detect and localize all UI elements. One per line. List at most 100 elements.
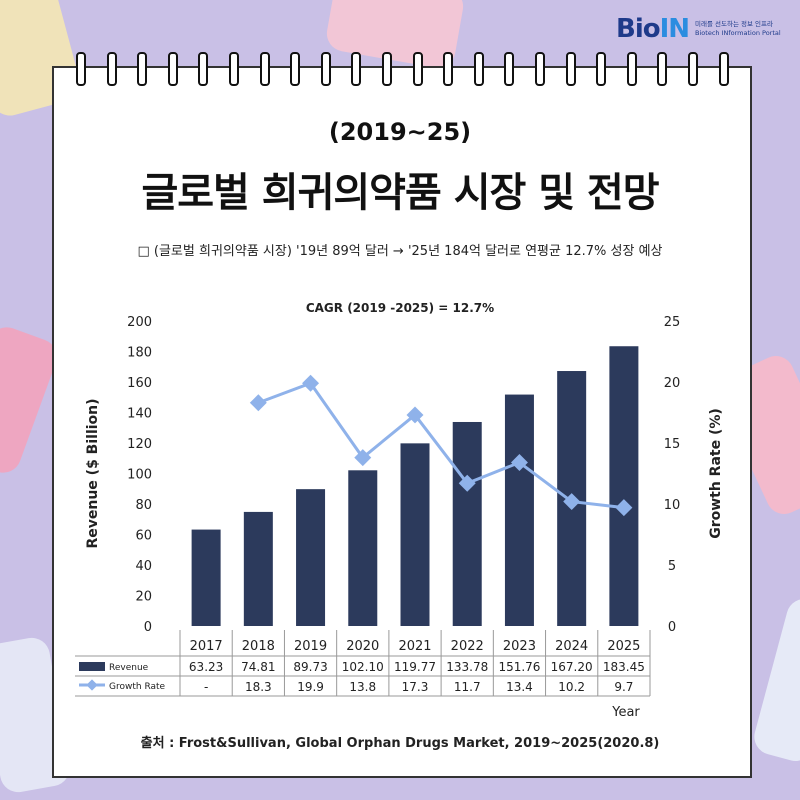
- binder-ring: [106, 52, 117, 86]
- page-subtitle: □ (글로벌 희귀의약품 시장) '19년 89억 달러 → '25년 184억…: [137, 244, 663, 259]
- revenue-bar: [400, 443, 430, 626]
- y-axis-tick-label: 140: [127, 407, 152, 422]
- growth-rate-point: [615, 499, 633, 517]
- x-axis-tick-label: 2020: [346, 639, 379, 654]
- y-axis-tick-label: 180: [127, 346, 152, 361]
- y-axis-tick-label: 40: [135, 559, 152, 574]
- binder-ring: [473, 52, 484, 86]
- y2-axis-tick-label: 5: [668, 559, 676, 574]
- y2-axis-tick-label: 20: [664, 376, 681, 391]
- growth-rate-point: [354, 449, 372, 467]
- growth-rate-data-label: 13.4: [506, 680, 533, 694]
- revenue-bar: [504, 394, 534, 626]
- revenue-data-label: 151.76: [498, 660, 540, 674]
- binder-ring: [596, 52, 607, 86]
- legend-growth-rate-label: Growth Rate: [109, 682, 166, 692]
- brand-logo-block: BioIN 미래를 선도하는 정보 인프라 Biotech INformatio…: [616, 14, 800, 44]
- brand-logo: BioIN: [616, 14, 690, 44]
- growth-rate-point: [302, 374, 320, 392]
- binder-ring: [290, 52, 301, 86]
- x-axis-tick-label: 2018: [242, 639, 275, 654]
- source-note: 출처 : Frost&Sullivan, Global Orphan Drugs…: [140, 736, 660, 751]
- x-axis-tick-label: 2019: [294, 639, 327, 654]
- y2-axis-tick-label: 15: [664, 437, 681, 452]
- growth-rate-data-label: 10.2: [558, 680, 585, 694]
- binder-ring: [259, 52, 270, 86]
- y2-axis-tick-label: 25: [664, 315, 681, 330]
- binder-ring: [535, 52, 545, 86]
- binder-ring: [351, 52, 362, 86]
- binder-ring: [504, 52, 515, 86]
- binder-ring: [137, 52, 148, 86]
- legend-revenue-swatch: [79, 662, 105, 671]
- revenue-bar: [452, 421, 482, 626]
- revenue-data-label: 183.45: [603, 660, 645, 674]
- x-axis-tick-label: 2023: [503, 639, 536, 654]
- binder-ring: [443, 52, 454, 86]
- y2-axis-tick-label: 0: [668, 620, 676, 635]
- binder-ring: [320, 52, 331, 86]
- growth-rate-data-label: 13.8: [349, 680, 376, 694]
- y2-axis-tick-label: 10: [664, 498, 681, 513]
- revenue-data-label: 74.81: [241, 660, 275, 674]
- binder-ring: [718, 52, 729, 86]
- growth-rate-data-label: 9.7: [614, 680, 633, 694]
- x-axis-tick-label: 2024: [555, 639, 588, 654]
- binder-ring: [382, 52, 392, 86]
- revenue-data-label: 119.77: [394, 660, 436, 674]
- revenue-bar: [609, 346, 639, 626]
- brand-logo-accent: IN: [659, 14, 690, 44]
- brand-tagline: 미래를 선도하는 정보 인프라 Biotech INformation Port…: [695, 20, 800, 38]
- revenue-bar: [191, 529, 221, 626]
- y-axis-tick-label: 120: [127, 437, 152, 452]
- y-axis-tick-label: 60: [135, 529, 152, 544]
- y-axis-label: Revenue ($ Billion): [85, 398, 101, 548]
- chart-title: CAGR (2019 -2025) = 12.7%: [306, 301, 494, 315]
- growth-rate-data-label: 18.3: [245, 680, 272, 694]
- growth-rate-data-label: -: [204, 680, 208, 694]
- binder-ring: [167, 52, 178, 86]
- growth-rate-data-label: 17.3: [402, 680, 429, 694]
- y-axis-tick-label: 200: [127, 315, 152, 330]
- x-axis-tick-label: 2021: [398, 639, 431, 654]
- binder-ring: [229, 52, 239, 86]
- revenue-data-label: 102.10: [342, 660, 384, 674]
- growth-rate-point: [249, 394, 267, 412]
- growth-rate-data-label: 19.9: [297, 680, 324, 694]
- revenue-data-label: 63.23: [189, 660, 223, 674]
- y-axis-tick-label: 80: [135, 498, 152, 513]
- legend-revenue-label: Revenue: [109, 663, 149, 673]
- y-axis-tick-label: 160: [127, 376, 152, 391]
- binder-ring: [198, 52, 209, 86]
- y-axis-tick-label: 0: [144, 620, 152, 635]
- binder-ring: [565, 52, 576, 86]
- growth-rate-point: [458, 474, 476, 492]
- binder-ring: [626, 52, 637, 86]
- x-axis-label: Year: [611, 705, 640, 720]
- period-label: (2019~25): [328, 118, 472, 146]
- binder-ring: [657, 52, 668, 86]
- revenue-bar: [296, 489, 326, 626]
- binder-ring: [412, 52, 423, 86]
- revenue-bar: [348, 470, 378, 626]
- legend-growth-rate-marker: [86, 679, 98, 691]
- growth-rate-point: [510, 454, 528, 472]
- brand-tagline-line-2: Biotech INformation Portal: [695, 29, 781, 37]
- growth-rate-point: [406, 406, 424, 424]
- binder-ring: [76, 52, 86, 86]
- binder-ring: [688, 52, 698, 86]
- x-axis-tick-label: 2025: [607, 639, 640, 654]
- y2-axis-label: Growth Rate (%): [708, 408, 724, 539]
- revenue-data-label: 89.73: [293, 660, 327, 674]
- growth-rate-data-label: 11.7: [454, 680, 481, 694]
- revenue-bar: [243, 511, 273, 626]
- revenue-data-label: 167.20: [551, 660, 593, 674]
- x-axis-tick-label: 2017: [190, 639, 223, 654]
- growth-rate-point: [563, 493, 581, 511]
- y-axis-tick-label: 20: [135, 590, 152, 605]
- brand-logo-main: Bio: [616, 14, 661, 44]
- page-title: 글로벌 희귀의약품 시장 및 전망: [141, 170, 659, 216]
- revenue-data-label: 133.78: [446, 660, 488, 674]
- y-axis-tick-label: 100: [127, 468, 152, 483]
- growth-rate-line: [257, 381, 625, 510]
